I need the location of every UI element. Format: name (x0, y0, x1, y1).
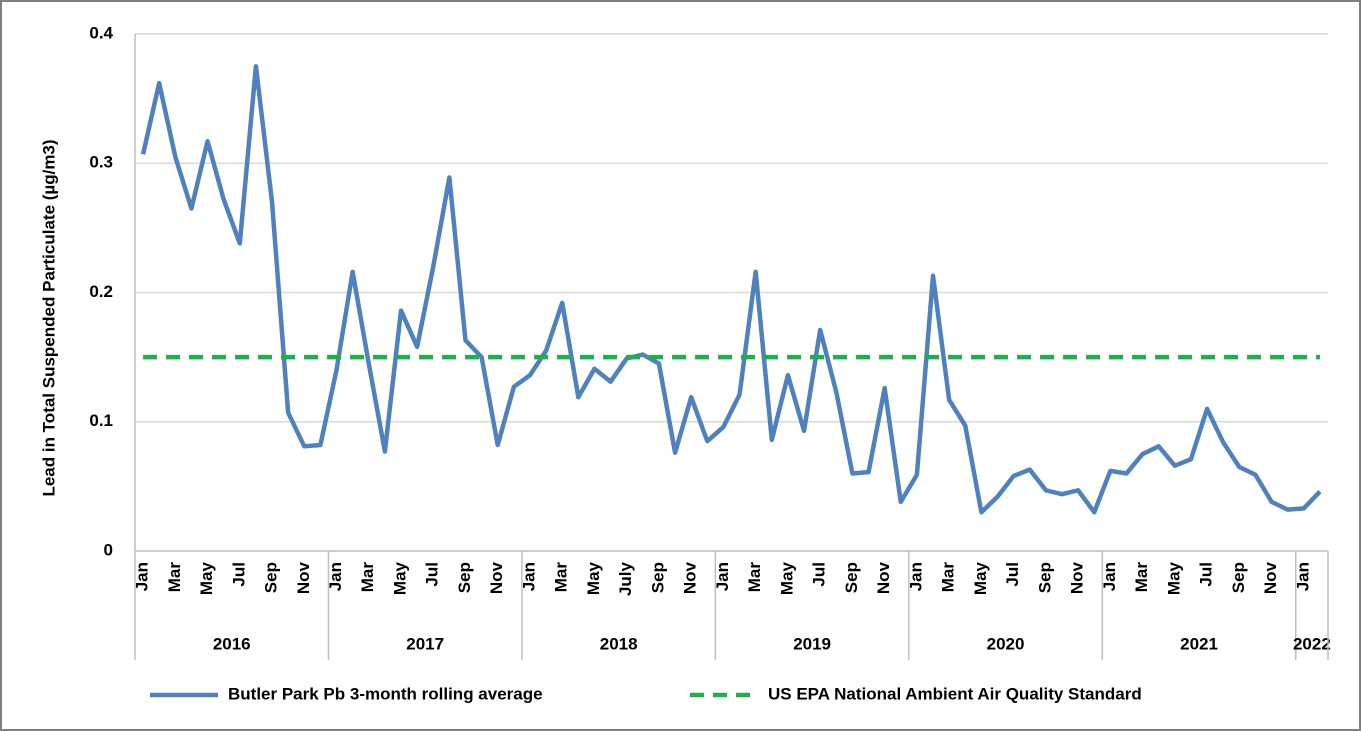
x-tick-label: May (777, 561, 796, 595)
y-tick-label: 0 (104, 540, 113, 559)
x-tick-label: May (584, 561, 603, 595)
x-tick-label: Mar (745, 562, 764, 593)
x-tick-label: Jan (326, 562, 345, 591)
x-tick-label: Mar (1132, 562, 1151, 593)
x-tick-label: Jan (133, 562, 152, 591)
y-axis-title: Lead in Total Suspended Particulate (µg/… (39, 139, 58, 496)
x-tick-label: Jul (229, 562, 248, 587)
y-tick-label: 0.3 (89, 153, 113, 172)
x-tick-label: Jan (1100, 562, 1119, 591)
legend-label: US EPA National Ambient Air Quality Stan… (768, 684, 1142, 703)
x-tick-label: Nov (681, 561, 700, 594)
x-tick-label: July (616, 561, 635, 596)
group-label: 2018 (600, 634, 638, 653)
x-tick-label: Jul (810, 562, 829, 587)
y-tick-label: 0.2 (89, 282, 113, 301)
x-tick-label: Jul (1197, 562, 1216, 587)
x-tick-label: Jan (713, 562, 732, 591)
series-line (140, 64, 1322, 515)
x-tick-label: May (1164, 561, 1183, 595)
x-tick-label: May (971, 561, 990, 595)
x-tick-label: Jul (1003, 562, 1022, 587)
legend-label: Butler Park Pb 3-month rolling average (228, 684, 543, 703)
x-tick-label: Sep (262, 562, 281, 593)
group-label: 2019 (793, 634, 831, 653)
x-tick-label: Mar (358, 562, 377, 593)
x-tick-label: Nov (1261, 561, 1280, 594)
x-tick-label: Sep (455, 562, 474, 593)
x-tick-label: May (390, 561, 409, 595)
y-tick-label: 0.4 (89, 23, 113, 42)
group-label: 2021 (1180, 634, 1218, 653)
x-tick-label: Sep (648, 562, 667, 593)
x-tick-label: Mar (552, 562, 571, 593)
x-tick-label: Jul (423, 562, 442, 587)
x-tick-label: Sep (1035, 562, 1054, 593)
group-label: 2022 (1293, 634, 1331, 653)
x-tick-label: Sep (1229, 562, 1248, 593)
x-tick-label: May (197, 561, 216, 595)
x-tick-label: Sep (842, 562, 861, 593)
x-tick-label: Nov (294, 561, 313, 594)
x-tick-label: Nov (487, 561, 506, 594)
group-label: 2017 (406, 634, 444, 653)
group-label: 2016 (213, 634, 251, 653)
x-tick-label: Nov (1068, 561, 1087, 594)
x-tick-label: Mar (165, 562, 184, 593)
group-label: 2020 (987, 634, 1025, 653)
x-tick-label: Nov (874, 561, 893, 594)
y-tick-label: 0.1 (89, 411, 113, 430)
x-tick-label: Jan (906, 562, 925, 591)
x-tick-label: Jan (519, 562, 538, 591)
x-tick-label: Jan (1293, 562, 1312, 591)
x-tick-label: Mar (939, 562, 958, 593)
